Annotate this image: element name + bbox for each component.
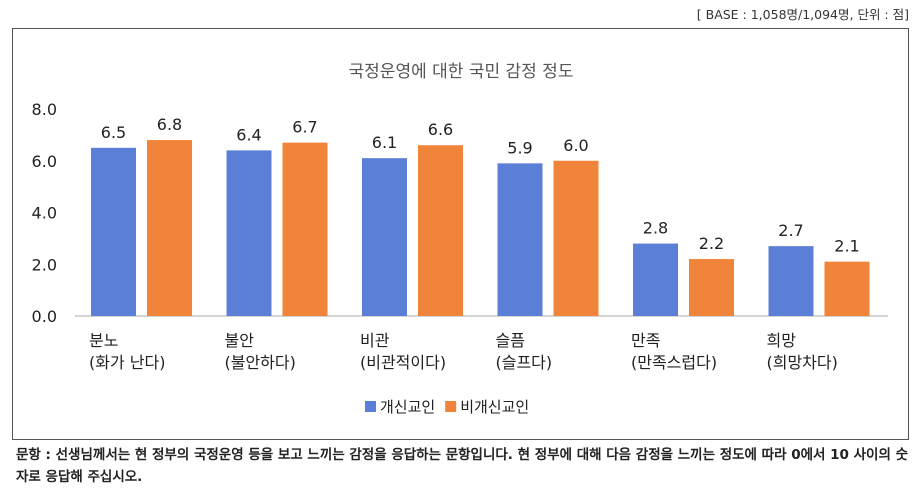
bar-series-2 <box>147 140 192 316</box>
bar-series-1 <box>633 243 678 316</box>
data-label: 6.1 <box>372 133 397 152</box>
bar-series-2 <box>553 160 599 316</box>
data-label: 2.1 <box>834 237 859 256</box>
x-category-label: 만족 <box>631 331 660 350</box>
bar-series-2 <box>824 261 870 316</box>
bar-series-1 <box>226 150 272 316</box>
x-category-label: 비관 <box>360 331 390 350</box>
x-category-label: (만족스럽다) <box>631 353 717 372</box>
y-tick-label: 0.0 <box>32 307 57 326</box>
y-tick-label: 8.0 <box>32 100 57 119</box>
y-tick-label: 2.0 <box>32 255 57 274</box>
bar-series-1 <box>768 246 814 316</box>
x-category-label: 희망 <box>767 331 797 350</box>
data-label: 6.4 <box>236 125 261 144</box>
bar-series-2 <box>418 145 463 316</box>
data-label: 5.9 <box>507 138 532 157</box>
data-label: 6.6 <box>428 120 453 139</box>
legend-label: 개신교인 <box>380 398 435 416</box>
data-label: 6.0 <box>563 136 588 155</box>
x-category-label: (비관적이다) <box>360 353 446 372</box>
y-tick-label: 6.0 <box>32 152 57 171</box>
bar-series-2 <box>689 259 734 316</box>
x-category-label: 슬픔 <box>496 331 525 350</box>
base-note: [ BASE : 1,058명/1,094명, 단위 : 점] <box>696 7 909 22</box>
chart-frame: 국정운영에 대한 국민 감정 정도 0.0 2.0 4.0 6.0 8.0 6.5 6.8 분노… <box>12 28 909 440</box>
data-label: 6.7 <box>292 118 317 137</box>
x-category-label: (슬프다) <box>496 353 553 372</box>
bar-series-1 <box>91 147 136 316</box>
legend-swatch <box>445 401 457 412</box>
x-category-label: (희망차다) <box>767 353 838 372</box>
data-label: 2.8 <box>643 219 668 238</box>
bar-series-2 <box>282 142 328 316</box>
question-text: 문항 : 선생님께서는 현 정부의 국정운영 등을 보고 느끼는 감정을 응답하… <box>16 447 909 485</box>
x-category-label: (불안하다) <box>225 353 296 372</box>
x-category-label: (화가 난다) <box>89 353 165 372</box>
data-label: 2.7 <box>778 221 803 240</box>
bar-series-1 <box>362 158 407 316</box>
x-category-label: 불안 <box>225 331 255 350</box>
data-label: 6.8 <box>157 115 182 134</box>
legend-label: 비개신교인 <box>460 398 529 416</box>
legend-swatch <box>365 401 376 412</box>
x-category-label: 분노 <box>89 331 118 350</box>
data-label: 2.2 <box>699 234 724 253</box>
chart-title: 국정운영에 대한 국민 감정 정도 <box>349 62 574 82</box>
bar-series-1 <box>497 163 543 316</box>
y-tick-label: 4.0 <box>32 204 57 223</box>
data-label: 6.5 <box>101 123 126 142</box>
chart: 국정운영에 대한 국민 감정 정도 0.0 2.0 4.0 6.0 8.0 6.5 6.8 분노… <box>32 62 888 416</box>
